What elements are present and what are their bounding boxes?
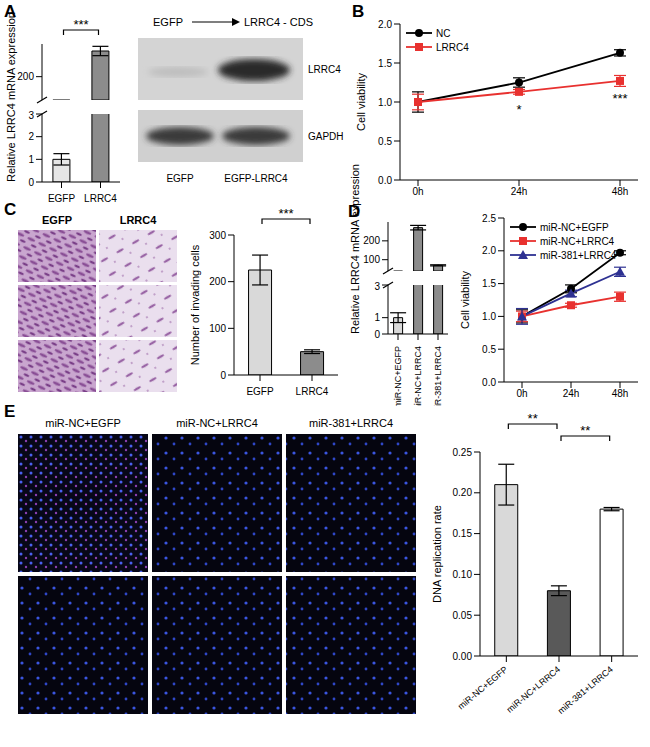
svg-text:1: 1 xyxy=(374,312,380,323)
html-text:C: C xyxy=(4,200,17,219)
svg-text:100: 100 xyxy=(363,254,380,265)
html-text:Cell viability: Cell viability xyxy=(459,271,471,329)
svg-text:LRRC4: LRRC4 xyxy=(296,386,329,397)
svg-text:3: 3 xyxy=(28,110,34,121)
svg-text:48h: 48h xyxy=(612,186,629,197)
svg-text:0h: 0h xyxy=(516,388,527,399)
html-text:miR-NC+LRRC4: miR-NC+LRRC4 xyxy=(540,235,615,247)
svg-text:EGFP: EGFP xyxy=(166,173,194,184)
svg-text:0: 0 xyxy=(374,329,380,340)
html-text:DNA replication rate: DNA replication rate xyxy=(431,505,443,603)
svg-text:1: 1 xyxy=(28,154,34,165)
html-text:miR-NC+EGFP: miR-NC+EGFP xyxy=(540,221,609,233)
svg-text:0.00: 0.00 xyxy=(453,651,473,662)
html-text:Relative LRRC4 mRNA expression: Relative LRRC4 mRNA expression xyxy=(349,164,361,334)
svg-text:0.0: 0.0 xyxy=(378,175,392,186)
svg-text:0: 0 xyxy=(28,177,34,188)
svg-text:1.0: 1.0 xyxy=(378,97,392,108)
svg-text:LRRC4: LRRC4 xyxy=(84,193,117,202)
html-text:miR-NC+EGFP: miR-NC+EGFP xyxy=(45,417,121,429)
svg-text:0.5: 0.5 xyxy=(378,136,392,147)
html-text:miR-381+LRRC4: miR-381+LRRC4 xyxy=(309,417,393,429)
svg-text:GAPDH: GAPDH xyxy=(308,131,344,142)
svg-text:miR-381+LRRC4: miR-381+LRRC4 xyxy=(433,346,443,406)
svg-text:24h: 24h xyxy=(511,186,528,197)
svg-text:LRRC4: LRRC4 xyxy=(308,64,341,75)
svg-text:48h: 48h xyxy=(612,388,629,399)
svg-text:miR-NC+LRRC4: miR-NC+LRRC4 xyxy=(505,664,563,715)
html-text:LRRC4: LRRC4 xyxy=(119,214,157,226)
svg-text:**: ** xyxy=(528,411,538,426)
html-text:A: A xyxy=(4,2,17,21)
svg-text:EGFP: EGFP xyxy=(48,193,76,202)
svg-text:2: 2 xyxy=(28,131,34,142)
html-text:LRRC4: LRRC4 xyxy=(436,41,469,53)
svg-text:0.15: 0.15 xyxy=(453,528,473,539)
svg-text:0.5: 0.5 xyxy=(482,344,496,355)
html-text:miR-381+LRRC4: miR-381+LRRC4 xyxy=(540,249,617,261)
svg-text:EGFP: EGFP xyxy=(153,16,183,28)
html-text:miR-NC+LRRC4: miR-NC+LRRC4 xyxy=(176,417,258,429)
svg-text:EGFP: EGFP xyxy=(246,386,274,397)
svg-text:*: * xyxy=(516,102,521,117)
html-text:Number of invading cells: Number of invading cells xyxy=(189,244,201,366)
svg-text:0.20: 0.20 xyxy=(453,487,473,498)
svg-text:miR-NC+EGFP: miR-NC+EGFP xyxy=(456,664,510,711)
html-text:B: B xyxy=(352,2,365,21)
svg-text:3: 3 xyxy=(374,281,380,292)
svg-text:200: 200 xyxy=(17,71,34,82)
svg-text:EGFP-LRRC4: EGFP-LRRC4 xyxy=(224,173,288,184)
html-text:Relative LRRC4 mRNA expression: Relative LRRC4 mRNA expression xyxy=(5,12,17,182)
svg-text:***: *** xyxy=(612,91,627,106)
svg-text:300: 300 xyxy=(209,230,226,241)
svg-text:miR-381+LRRC4: miR-381+LRRC4 xyxy=(556,664,615,716)
svg-text:200: 200 xyxy=(209,276,226,287)
svg-text:**: ** xyxy=(580,423,590,438)
svg-text:***: *** xyxy=(278,206,293,221)
svg-text:0.10: 0.10 xyxy=(453,569,473,580)
html-text:Cell viability: Cell viability xyxy=(355,73,367,131)
svg-text:2.5: 2.5 xyxy=(482,213,496,224)
svg-text:2.0: 2.0 xyxy=(482,245,496,256)
svg-text:1.0: 1.0 xyxy=(482,311,496,322)
svg-text:1.5: 1.5 xyxy=(482,278,496,289)
html-text:D: D xyxy=(348,202,361,221)
svg-text:0.0: 0.0 xyxy=(482,377,496,388)
svg-text:0: 0 xyxy=(220,370,226,381)
svg-text:100: 100 xyxy=(209,323,226,334)
svg-text:0.25: 0.25 xyxy=(453,447,473,458)
svg-text:0h: 0h xyxy=(412,186,423,197)
svg-text:200: 200 xyxy=(363,235,380,246)
svg-text:LRRC4 - CDS: LRRC4 - CDS xyxy=(244,16,313,28)
svg-text:24h: 24h xyxy=(563,388,580,399)
svg-text:miR-NC+EGFP: miR-NC+EGFP xyxy=(393,346,403,406)
svg-text:0.05: 0.05 xyxy=(453,610,473,621)
html-text:EGFP: EGFP xyxy=(42,214,72,226)
svg-text:miR-NC+LRRC4: miR-NC+LRRC4 xyxy=(413,346,423,406)
svg-text:***: *** xyxy=(73,17,88,32)
html-text:NC: NC xyxy=(436,27,451,39)
svg-text:2.0: 2.0 xyxy=(378,19,392,30)
svg-text:1.5: 1.5 xyxy=(378,58,392,69)
html-text:E: E xyxy=(4,402,16,421)
